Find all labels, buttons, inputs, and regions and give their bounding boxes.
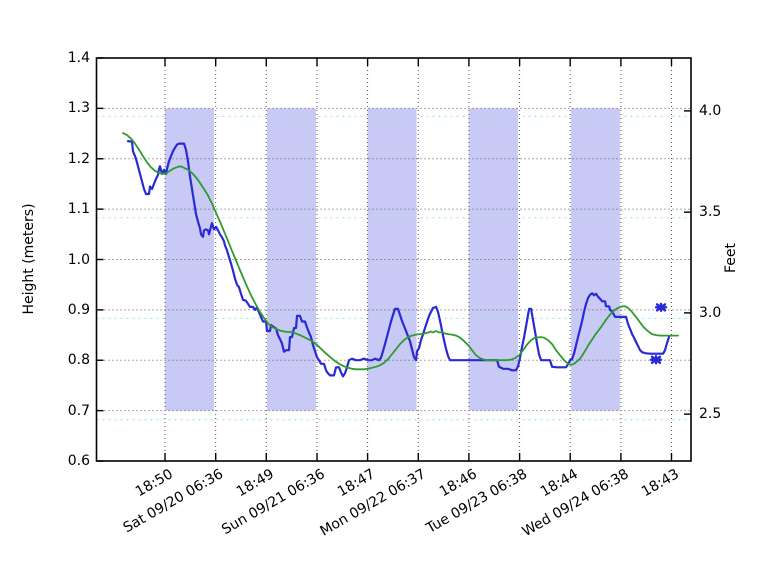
right-axis-title: Feet <box>723 243 739 274</box>
left-tick-label: 1.2 <box>67 150 90 167</box>
left-axis-title: Height (meters) <box>21 203 37 315</box>
left-tick-label: 1.3 <box>67 100 90 117</box>
green-predicted-line <box>122 132 679 371</box>
left-tick-label: 0.9 <box>67 301 90 318</box>
left-tick-label: 0.7 <box>67 402 90 419</box>
left-tick-label: 1.0 <box>67 251 90 268</box>
right-tick-label: 3.0 <box>699 304 722 321</box>
star-high-marker <box>654 302 668 313</box>
night-band <box>267 108 316 411</box>
right-tick-label: 2.5 <box>699 406 722 423</box>
right-tick-label: 4.0 <box>699 102 722 119</box>
left-tick-label: 1.4 <box>67 50 90 66</box>
left-tick-label: 0.6 <box>67 453 90 469</box>
blue-observed-line <box>126 140 671 378</box>
left-tick-label: 0.8 <box>67 352 90 369</box>
right-tick-label: 3.5 <box>699 204 722 221</box>
star-low-marker <box>649 355 663 365</box>
night-band <box>367 108 417 411</box>
left-tick-label: 1.1 <box>67 201 90 218</box>
